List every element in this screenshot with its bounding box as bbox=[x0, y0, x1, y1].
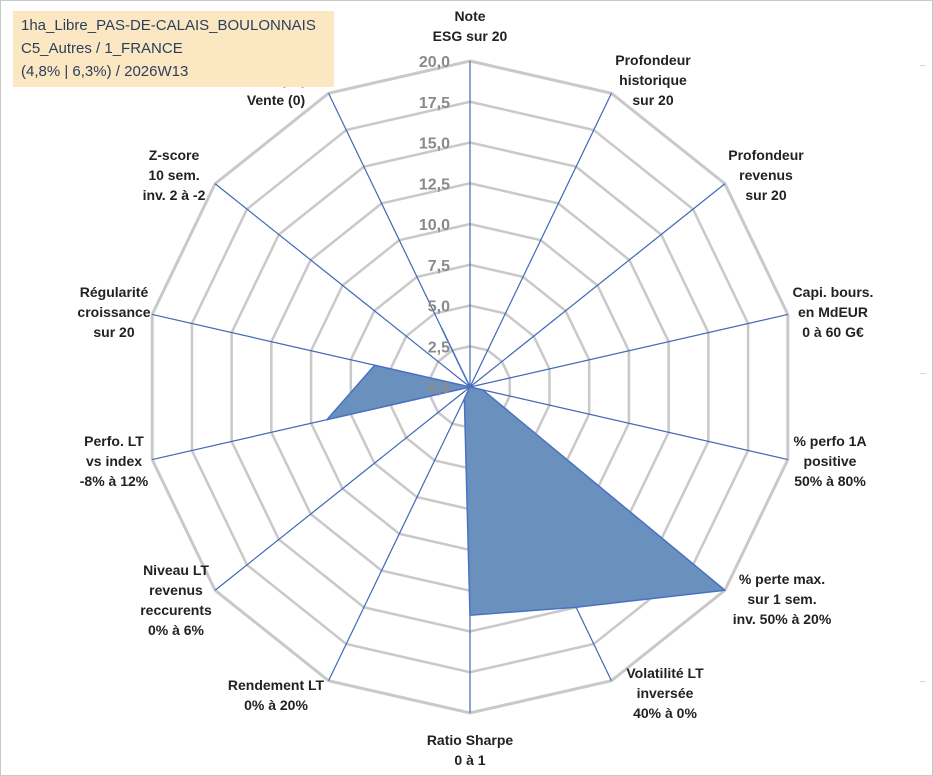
tick-label: 20,0 bbox=[419, 54, 450, 71]
axis-label-line: Profondeur bbox=[615, 52, 691, 68]
axis-spoke bbox=[469, 313, 788, 388]
axis-label-8: Rendement LT 0% à 20% bbox=[228, 677, 325, 713]
axis-label-line: Profondeur bbox=[728, 147, 804, 163]
axis-label-line: inv. 50% à 20% bbox=[733, 611, 832, 627]
axis-label-line: % perfo 1A bbox=[793, 433, 866, 449]
tick-label: 5,0 bbox=[428, 299, 450, 316]
axis-label-line: 40% à 0% bbox=[633, 705, 697, 721]
axis-label-line: sur 1 sem. bbox=[747, 591, 816, 607]
axis-label-line: reccurents bbox=[140, 602, 212, 618]
axis-label-line: -8% à 12% bbox=[80, 473, 149, 489]
axis-label-line: inv. 2 à -2 bbox=[143, 187, 206, 203]
axis-label-11: Régularité croissance sur 20 bbox=[77, 284, 150, 340]
tick-label: 12,5 bbox=[419, 176, 450, 193]
axis-label-7: Ratio Sharpe 0 à 1 bbox=[427, 732, 514, 768]
axis-label-line: vs index bbox=[86, 453, 142, 469]
axis-label-line: croissance bbox=[77, 304, 150, 320]
info-line-stats: (4,8% | 6,3%) / 2026W13 bbox=[21, 63, 189, 80]
axis-spoke bbox=[469, 93, 612, 388]
axis-label-12: Z-score 10 sem. inv. 2 à -2 bbox=[143, 147, 206, 203]
tick-label: 7,5 bbox=[428, 258, 450, 275]
edge-mark bbox=[920, 65, 926, 66]
axis-label-line: en MdEUR bbox=[798, 304, 868, 320]
axis-label-line: historique bbox=[619, 72, 687, 88]
axis-spoke bbox=[214, 183, 471, 388]
axis-label-line: Régularité bbox=[80, 284, 149, 300]
axis-label-5: % perte max. sur 1 sem. inv. 50% à 20% bbox=[733, 571, 832, 627]
edge-mark bbox=[920, 681, 926, 682]
tick-label: 0,0 bbox=[428, 380, 450, 397]
info-box: 1ha_Libre_PAS-DE-CALAIS_BOULONNAIS C5_Au… bbox=[13, 11, 334, 87]
info-line-category: C5_Autres / 1_FRANCE bbox=[21, 40, 183, 57]
axis-label-line: Note bbox=[454, 8, 485, 24]
tick-label: 10,0 bbox=[419, 217, 450, 234]
axis-label-line: sur 20 bbox=[632, 92, 673, 108]
axis-label-line: inversée bbox=[637, 685, 694, 701]
axis-label-10: Perfo. LT vs index -8% à 12% bbox=[80, 433, 149, 489]
axis-label-line: Capi. bours. bbox=[793, 284, 874, 300]
axis-label-line: positive bbox=[804, 453, 857, 469]
axis-label-line: sur 20 bbox=[745, 187, 786, 203]
axis-label-line: % perte max. bbox=[739, 571, 825, 587]
axis-label-3: Capi. bours. en MdEUR 0 à 60 G€ bbox=[793, 284, 874, 340]
tick-label: 2,5 bbox=[428, 339, 450, 356]
axis-label-2: Profondeur revenus sur 20 bbox=[728, 147, 804, 203]
axis-label-line: ESG sur 20 bbox=[433, 28, 508, 44]
data-area bbox=[326, 327, 726, 616]
info-line-portfolio: 1ha_Libre_PAS-DE-CALAIS_BOULONNAIS bbox=[21, 17, 316, 34]
axis-label-line: Z-score bbox=[149, 147, 200, 163]
axis-label-line: revenus bbox=[739, 167, 793, 183]
edge-mark bbox=[920, 373, 926, 374]
axis-spoke bbox=[214, 386, 471, 591]
axis-label-line: 10 sem. bbox=[148, 167, 199, 183]
axis-label-line: Perfo. LT bbox=[84, 433, 144, 449]
axis-label-line: sur 20 bbox=[93, 324, 134, 340]
axis-label-4: % perfo 1A positive 50% à 80% bbox=[793, 433, 866, 489]
axis-label-6: Volatilité LT inversée 40% à 0% bbox=[626, 665, 704, 721]
axis-spoke bbox=[469, 386, 788, 461]
axis-label-line: 0% à 20% bbox=[244, 697, 308, 713]
axis-label-line: Rendement LT bbox=[228, 677, 325, 693]
axis-spoke bbox=[469, 183, 726, 388]
axis-label-line: revenus bbox=[149, 582, 203, 598]
axis-label-line: 0 à 60 G€ bbox=[802, 324, 864, 340]
tick-label: 15,0 bbox=[419, 136, 450, 153]
axis-label-line: 0% à 6% bbox=[148, 622, 205, 638]
axis-label-9: Niveau LT revenus reccurents 0% à 6% bbox=[140, 562, 212, 638]
axis-label-0: Note ESG sur 20 bbox=[433, 8, 508, 44]
tick-label: 17,5 bbox=[419, 95, 450, 112]
axis-label-line: 50% à 80% bbox=[794, 473, 866, 489]
axis-label-1: Profondeur historique sur 20 bbox=[615, 52, 691, 108]
axis-label-line: Vente (0) bbox=[247, 92, 305, 108]
axis-label-line: Niveau LT bbox=[143, 562, 209, 578]
axis-label-line: Volatilité LT bbox=[626, 665, 704, 681]
axis-label-line: Ratio Sharpe bbox=[427, 732, 514, 748]
axis-spoke bbox=[328, 386, 471, 681]
axis-label-line: 0 à 1 bbox=[454, 752, 485, 768]
